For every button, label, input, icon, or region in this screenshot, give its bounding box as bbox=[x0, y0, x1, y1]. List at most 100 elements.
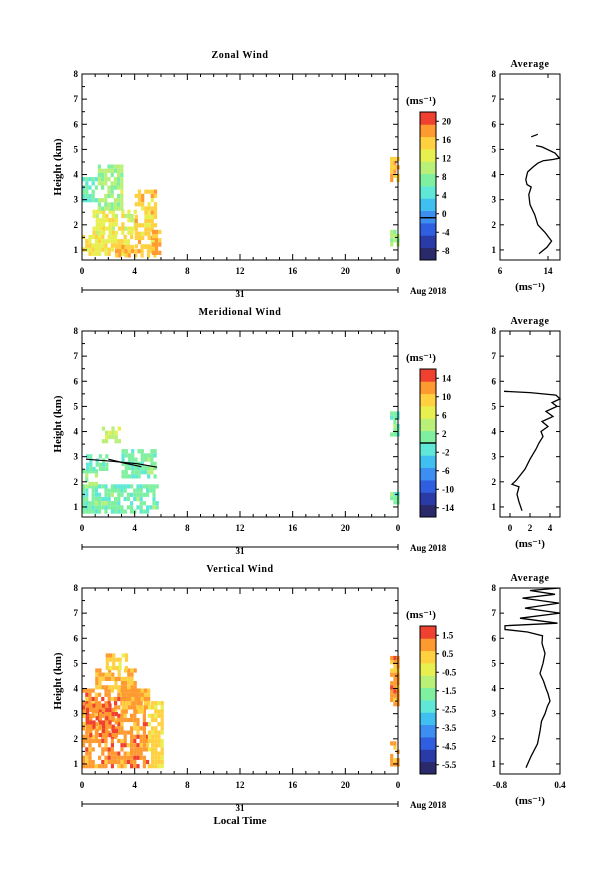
colorbar-unit: (ms⁻¹) bbox=[406, 609, 436, 621]
heatmap-cell bbox=[137, 193, 142, 198]
heatmap-cell bbox=[153, 202, 158, 207]
heatmap-cell bbox=[390, 762, 394, 767]
heatmap-cell bbox=[97, 181, 101, 186]
heatmap-cell bbox=[157, 764, 161, 769]
heatmap-cell bbox=[393, 702, 397, 707]
heatmap-cell bbox=[114, 685, 118, 690]
heatmap-cell bbox=[137, 705, 141, 710]
heatmap-cell bbox=[130, 234, 134, 240]
heatmap-cell bbox=[140, 453, 144, 458]
heatmap-cell bbox=[124, 696, 128, 702]
average-unit-label: (ms⁻¹) bbox=[515, 795, 545, 807]
heatmap-cell bbox=[85, 696, 89, 702]
heatmap-cell bbox=[393, 741, 397, 746]
heatmap-cell bbox=[147, 457, 151, 462]
heatmap-cell bbox=[133, 722, 137, 727]
heatmap-cell bbox=[127, 218, 131, 223]
heatmap-cell bbox=[113, 164, 117, 169]
heatmap-cell bbox=[120, 177, 124, 182]
heatmap-cell bbox=[152, 496, 156, 502]
heatmap-cell bbox=[104, 243, 108, 248]
colorbar-tick-label: -2 bbox=[442, 447, 450, 457]
heatmap-cell bbox=[137, 474, 141, 479]
heatmap-cell bbox=[111, 222, 115, 227]
heatmap-cell bbox=[121, 692, 125, 697]
heatmap-cell bbox=[105, 454, 109, 459]
heatmap-cell bbox=[85, 501, 89, 506]
heatmap-cell bbox=[94, 509, 98, 514]
heatmap-cell bbox=[98, 492, 102, 497]
heatmap-cell bbox=[393, 672, 397, 677]
heatmap-cell bbox=[130, 218, 134, 223]
heatmap-cell bbox=[153, 253, 157, 258]
heatmap-cell bbox=[88, 234, 92, 240]
heatmap-cell bbox=[121, 474, 125, 479]
average-y-tick-label: 2 bbox=[492, 220, 497, 230]
heatmap-cell bbox=[110, 743, 114, 748]
heatmap-cell bbox=[117, 705, 121, 710]
heatmap-cell bbox=[101, 206, 105, 211]
x-tick-label: 8 bbox=[185, 266, 190, 276]
heatmap-cell bbox=[114, 213, 119, 219]
heatmap-cell bbox=[117, 722, 121, 727]
heatmap-cell bbox=[160, 751, 164, 756]
x-tick-label: 0 bbox=[396, 523, 401, 533]
heatmap-cell bbox=[82, 177, 86, 182]
heatmap-cell bbox=[97, 198, 101, 203]
heatmap-cell bbox=[110, 492, 114, 497]
heatmap-cell bbox=[102, 720, 106, 725]
heatmap-cell bbox=[154, 734, 158, 739]
heatmap-cell bbox=[110, 764, 114, 769]
colorbar-tick-label: -5.5 bbox=[442, 760, 457, 770]
heatmap-cell bbox=[133, 734, 137, 739]
heatmap-cell bbox=[117, 484, 121, 489]
heatmap-cell bbox=[155, 234, 159, 239]
heatmap-cell bbox=[107, 696, 111, 702]
heatmap-cell bbox=[130, 668, 134, 673]
heatmap-cell bbox=[120, 717, 124, 723]
colorbar-swatch bbox=[420, 443, 436, 456]
heatmap-cell bbox=[393, 668, 397, 673]
heatmap-cell bbox=[85, 764, 89, 769]
colorbar-swatch bbox=[420, 198, 436, 212]
heatmap-cell bbox=[140, 457, 144, 462]
heatmap-cell bbox=[101, 501, 105, 506]
heatmap-cell bbox=[85, 747, 89, 752]
heatmap-cell bbox=[98, 209, 103, 214]
heatmap-cell bbox=[130, 713, 134, 718]
heatmap-cell bbox=[86, 466, 90, 471]
heatmap-cell bbox=[108, 666, 113, 671]
heatmap-cell bbox=[126, 496, 130, 502]
heatmap-cell bbox=[108, 653, 113, 658]
heatmap-cell bbox=[151, 726, 155, 731]
date-label: Aug 2018 bbox=[410, 543, 447, 553]
heatmap-cell bbox=[95, 209, 99, 214]
heatmap-cell bbox=[141, 235, 145, 240]
heatmap-cell bbox=[133, 492, 137, 497]
heatmap-cell bbox=[133, 764, 137, 769]
heatmap-cell bbox=[91, 181, 95, 186]
heatmap-cell bbox=[110, 738, 114, 744]
heatmap-cell bbox=[133, 488, 137, 493]
heatmap-cell bbox=[101, 685, 105, 690]
colorbar-swatch bbox=[420, 687, 436, 701]
heatmap-cell bbox=[98, 454, 102, 459]
heatmap-cell bbox=[130, 213, 134, 219]
heatmap-cell bbox=[124, 244, 128, 250]
heatmap-cell bbox=[104, 177, 108, 182]
y-tick-label: 7 bbox=[74, 351, 79, 361]
heatmap-cell bbox=[91, 251, 95, 256]
heatmap-cell bbox=[112, 653, 116, 658]
heatmap-cell bbox=[147, 747, 151, 752]
heatmap-cell bbox=[158, 229, 162, 234]
heatmap-cell bbox=[95, 213, 99, 219]
heatmap-cell bbox=[91, 247, 95, 252]
heatmap-cell bbox=[390, 161, 394, 166]
heatmap-cell bbox=[104, 496, 108, 502]
average-x-tick-label: 0 bbox=[508, 523, 513, 533]
heatmap-cell bbox=[130, 726, 134, 731]
heatmap-cell bbox=[85, 239, 89, 244]
colorbar-tick-label: 1.5 bbox=[442, 630, 454, 640]
heatmap-cell bbox=[107, 488, 111, 493]
heatmap-cell bbox=[393, 697, 397, 703]
